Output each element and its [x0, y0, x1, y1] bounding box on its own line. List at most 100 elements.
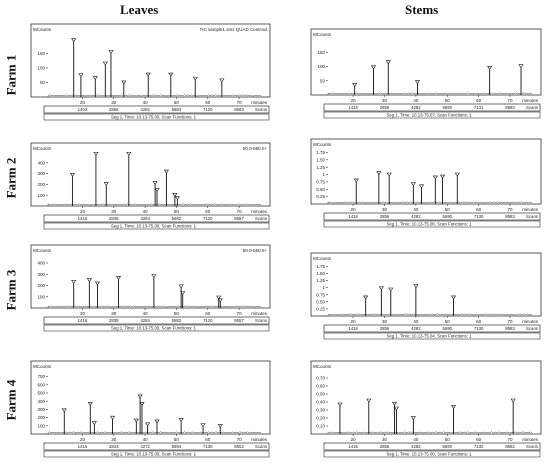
y-tick-label: 100 — [37, 423, 45, 428]
scan-tick-label: 7120 — [203, 216, 213, 221]
peak-marker — [454, 172, 460, 177]
y-tick-label: 0.70 — [316, 376, 325, 381]
peak-marker — [178, 417, 184, 422]
peak-marker — [414, 80, 421, 85]
peak-marker — [168, 72, 174, 77]
y-tick-label: 1 — [322, 172, 325, 177]
peak-marker — [376, 171, 382, 176]
peak-marker — [370, 65, 377, 70]
x-tick-label: 50 — [174, 100, 180, 105]
chromatogram-farm-3-leaves: MCounts 50.0-650.0+ 100 200 300 400 20 30 40 50 60… — [30, 244, 271, 332]
x-tick-label: 70 — [237, 100, 243, 105]
x-tick-label: 50 — [445, 207, 451, 212]
peak-marker — [352, 83, 358, 87]
scan-tick-label: 8557 — [234, 216, 244, 221]
y-tick-label: 150 — [317, 50, 325, 55]
x-tick-label: 20 — [351, 98, 357, 103]
peak-marker — [92, 76, 98, 81]
x-tick-label: 20 — [80, 437, 86, 442]
x-tick-label: 40 — [413, 207, 419, 212]
scan-label: Scans — [255, 216, 267, 221]
scan-tick-label: 1403 — [78, 107, 88, 112]
chart-header: 50.0-650.0+ — [243, 146, 268, 151]
scan-bar — [43, 214, 270, 223]
scan-tick-label: 7130 — [474, 214, 484, 219]
plot-frame — [30, 244, 271, 309]
segment-bar — [43, 450, 270, 458]
row-label-farm-2: Farm 2 — [3, 157, 19, 199]
scan-tick-label: 2858 — [109, 107, 119, 112]
peak-marker — [86, 278, 92, 283]
baseline-trace — [47, 203, 262, 206]
x-tick-label: 30 — [382, 319, 388, 324]
scan-tick-label: 4284 — [140, 216, 150, 221]
peak-marker — [61, 408, 67, 413]
column-header-stems: Stems — [405, 2, 439, 17]
x-tick-label: 30 — [111, 209, 117, 214]
segment-bar — [43, 113, 270, 121]
baseline-trace — [47, 431, 261, 434]
scan-tick-label: 1416 — [78, 318, 88, 323]
x-axis-title: minutes — [251, 311, 268, 316]
scan-bar — [323, 324, 541, 333]
scan-bar — [323, 212, 541, 221]
plot-frame — [30, 142, 271, 207]
y-tick-label: 0.75 — [316, 292, 325, 297]
y-tick-label: 0.10 — [316, 424, 325, 429]
x-tick-label: 30 — [382, 437, 388, 442]
x-tick-label: 40 — [413, 437, 419, 442]
scan-tick-label: 2856 — [380, 214, 390, 219]
row-label-farm-3: Farm 3 — [3, 269, 19, 311]
chromatogram-farm-4-leaves: MCounts 100 200 300 400 500 600 700 20 30 40 50 60 70… — [30, 360, 271, 458]
scan-tick-label: 7120 — [203, 107, 213, 112]
y-tick-label: 0.60 — [316, 384, 325, 389]
y-tick-label: 0.30 — [316, 408, 325, 413]
x-axis-title: minutes — [522, 98, 539, 103]
scan-tick-label: 4282 — [140, 107, 150, 112]
x-tick-label: 40 — [413, 98, 419, 103]
y-tick-label: 300 — [37, 407, 45, 412]
x-tick-label: 30 — [111, 437, 117, 442]
scan-tick-label: 4272 — [140, 444, 150, 449]
x-tick-label: 40 — [413, 319, 419, 324]
scan-tick-label: 7131 — [474, 105, 484, 110]
scan-tick-label: 2856 — [380, 105, 390, 110]
x-tick-label: 30 — [111, 311, 117, 316]
segment-bar — [323, 450, 541, 458]
peak-marker — [366, 398, 372, 403]
segment-label: Seg 1, Time: 10.13-75.00, Scan Functions… — [111, 326, 197, 331]
y-tick-label: 400 — [37, 261, 45, 266]
x-tick-label: 60 — [476, 207, 482, 212]
peak-marker — [71, 38, 77, 43]
peak-marker — [337, 402, 343, 407]
y-tick-label: 50 — [40, 80, 46, 85]
scan-tick-label: 1416 — [348, 444, 358, 449]
peak-marker — [385, 60, 391, 65]
scan-tick-label: 5683 — [172, 107, 182, 112]
scan-tick-label: 7130 — [474, 326, 484, 331]
y-axis-title: MCounts — [33, 146, 52, 151]
plot-frame — [310, 360, 542, 435]
peak-marker — [91, 421, 97, 426]
y-tick-label: 150 — [37, 51, 45, 56]
x-tick-label: 50 — [174, 437, 180, 442]
x-tick-label: 30 — [111, 100, 117, 105]
scan-label: Scans — [526, 105, 538, 110]
chromatogram-farm-3-stems: MCounts 0.25 0.50 0.75 1 1.25 1.50 1.75 20 30 40 50… — [310, 252, 542, 340]
peak-marker — [200, 423, 206, 428]
x-tick-label: 60 — [476, 437, 482, 442]
scan-tick-label: 2856 — [380, 444, 390, 449]
peak-marker — [151, 274, 157, 279]
chromatogram-farm-1-stems: MCounts 50 100 150 20 30 40 50 60 70 minutes 1416 28… — [310, 28, 542, 119]
y-tick-label: 600 — [37, 382, 45, 387]
peak-marker — [154, 188, 160, 192]
y-tick-label: 400 — [37, 160, 45, 165]
peak-marker — [174, 196, 180, 201]
x-tick-label: 50 — [445, 98, 451, 103]
y-axis-title: MCounts — [313, 142, 332, 147]
y-tick-label: 100 — [37, 294, 45, 299]
peak-marker — [139, 401, 145, 406]
scan-tick-label: 8583 — [505, 326, 515, 331]
x-axis-title: minutes — [251, 209, 268, 214]
segment-bar — [43, 324, 270, 332]
